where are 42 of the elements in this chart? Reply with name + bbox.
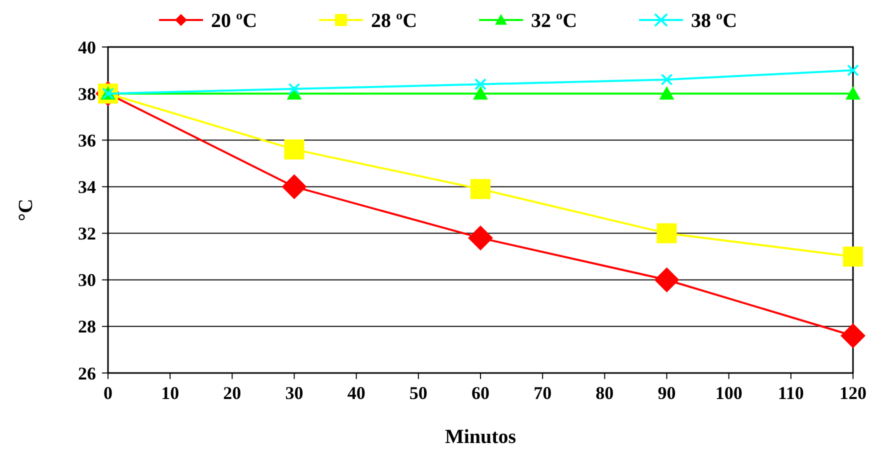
point	[288, 82, 300, 95]
point	[847, 64, 859, 76]
x-tick-label: 60	[472, 383, 490, 403]
point	[474, 78, 486, 90]
x-tick-label: 80	[596, 383, 614, 403]
x-tick-label: 100	[715, 383, 742, 403]
y-tick-label: 28	[78, 316, 96, 337]
point	[659, 86, 674, 100]
x-axis-title: Minutos	[444, 426, 516, 448]
legend-label: 32 ºC	[531, 10, 578, 32]
point	[473, 86, 488, 100]
y-tick-label: 30	[78, 270, 96, 290]
x-tick-label: 50	[409, 383, 428, 403]
x-tick-label: 120	[840, 383, 866, 403]
point	[470, 179, 490, 200]
point	[654, 267, 680, 292]
y-tick-label: 40	[78, 37, 96, 58]
x-tick-label: 110	[778, 383, 804, 403]
point	[468, 225, 493, 250]
legend-label: 38 ºC	[691, 10, 738, 32]
point	[282, 174, 307, 200]
y-axis-title: °C	[15, 198, 37, 222]
point	[284, 139, 304, 160]
legend-label: 28 ºC	[371, 10, 418, 32]
x-tick-label: 30	[285, 383, 304, 403]
point	[846, 86, 860, 100]
x-tick-label: 90	[658, 383, 676, 403]
x-tick-label: 0	[104, 383, 112, 403]
y-tick-label: 32	[78, 224, 96, 244]
x-tick-label: 70	[534, 383, 552, 403]
x-tick-label: 20	[223, 383, 242, 403]
point	[656, 223, 677, 244]
point	[840, 323, 866, 348]
y-tick-label: 36	[78, 130, 96, 150]
legend-label: 20 ºC	[211, 10, 258, 32]
point	[843, 246, 863, 267]
x-tick-label: 40	[347, 383, 366, 403]
x-tick-label: 10	[161, 383, 180, 403]
y-tick-label: 38	[78, 84, 96, 104]
y-tick-label: 26	[78, 363, 96, 384]
y-tick-label: 34	[78, 177, 96, 198]
point	[660, 74, 673, 86]
